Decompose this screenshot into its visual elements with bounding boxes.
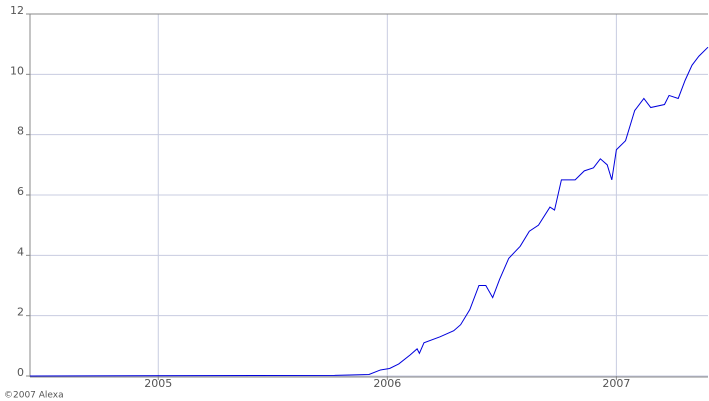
y-tick-label: 10 (10, 64, 24, 77)
x-tick-label: 2007 (602, 377, 630, 390)
y-tick-label: 2 (17, 306, 24, 319)
x-tick-label: 2006 (373, 377, 401, 390)
y-tick-label: 0 (17, 366, 24, 379)
y-tick-label: 6 (17, 185, 24, 198)
footnote: ©2007 Alexa (4, 391, 64, 401)
y-tick-label: 12 (10, 4, 24, 17)
y-tick-label: 4 (17, 245, 24, 258)
line (29, 46, 709, 377)
y-tick-label: 8 (17, 125, 24, 138)
x-tick-label: 2005 (144, 377, 172, 390)
